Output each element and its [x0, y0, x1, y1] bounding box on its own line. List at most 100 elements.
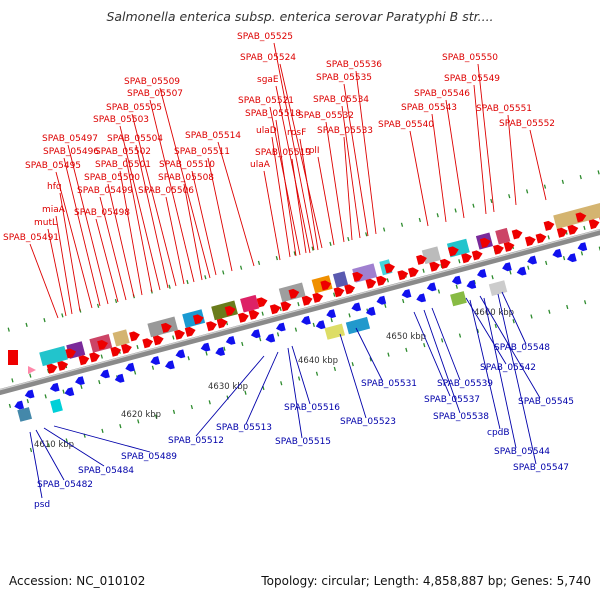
tick-mark [561, 179, 565, 184]
tick-mark [100, 354, 103, 359]
forward-gene-arrow [8, 350, 18, 365]
forward-gene-label: SPAB_05491 [3, 233, 59, 243]
tick-mark [205, 351, 208, 356]
ruler-label: 4650 kbp [386, 332, 426, 342]
forward-gene-arrow [503, 241, 515, 252]
forward-leader-line [95, 218, 119, 303]
forward-gene-arrow [408, 267, 419, 278]
forward-gene-arrow [461, 253, 472, 264]
tick-mark [151, 365, 155, 370]
tick-mark [65, 438, 68, 443]
forward-gene-labels: SPAB_05491 mutL miaA hfq SPAB_05495 SPAB_0549… [3, 32, 555, 319]
tick-mark [454, 208, 457, 213]
forward-gene-arrow [588, 219, 600, 230]
tick-mark [512, 319, 515, 324]
tick-mark [11, 378, 14, 383]
tick-mark [545, 260, 548, 266]
feature-block [332, 271, 349, 288]
feature-block [39, 345, 68, 367]
forward-leader-line [355, 70, 377, 235]
tick-mark [548, 309, 551, 314]
tick-mark [297, 302, 300, 307]
tick-mark [257, 260, 261, 266]
reverse-gene-label: cpdB [487, 428, 510, 438]
tick-mark [223, 346, 226, 351]
reverse-leader-line [339, 333, 367, 419]
reverse-gene-arrow [315, 320, 326, 330]
forward-gene-label: SPAB_05509 [124, 77, 180, 87]
forward-gene-arrow [161, 322, 172, 333]
reverse-gene-label: psd [34, 500, 50, 510]
forward-gene-label: SPAB_05525 [237, 32, 293, 42]
tick-mark [405, 347, 408, 352]
reverse-leader-line [423, 309, 461, 414]
forward-gene-label: SPAB_05505 [106, 103, 162, 113]
tick-mark [239, 265, 243, 270]
forward-gene-arrow [524, 236, 536, 247]
reverse-gene-arrow [24, 389, 35, 399]
tick-mark [61, 313, 64, 318]
tick-mark [458, 259, 461, 264]
lower-feature-block [324, 323, 345, 340]
forward-gene-label: SPAB_05535 [316, 73, 372, 83]
forward-gene-label: SPAB_05546 [414, 89, 470, 99]
forward-leader-line [273, 42, 315, 251]
tick-mark [280, 381, 283, 386]
reverse-leader-line [469, 299, 501, 430]
forward-leader-line [59, 192, 81, 312]
feature-block [182, 309, 206, 328]
forward-leader-line [99, 196, 127, 301]
forward-gene-arrow [280, 301, 292, 312]
reverse-gene-label: SPAB_05484 [78, 466, 134, 476]
reverse-gene-arrow [100, 369, 110, 379]
forward-gene-arrow [447, 246, 459, 257]
forward-gene-arrow [216, 318, 228, 329]
tick-mark [133, 370, 137, 375]
forward-leader-line [29, 243, 59, 319]
forward-gene-label: SPAB_05550 [442, 53, 498, 63]
reverse-gene-arrow [250, 329, 261, 339]
forward-gene-label: rpsF [287, 128, 306, 138]
reverse-gene-arrow [215, 347, 225, 356]
forward-gene-arrow [256, 297, 268, 308]
reverse-gene-arrow [466, 280, 477, 289]
tick-mark [187, 356, 190, 361]
reverse-gene-arrow [451, 275, 462, 285]
forward-gene-arrow [352, 271, 364, 282]
tick-mark [455, 284, 458, 289]
forward-gene-arrow [192, 314, 204, 325]
tick-mark [96, 303, 100, 308]
forward-gene-arrow [471, 250, 483, 261]
forward-gene-label: SPAB_05501 [95, 160, 151, 170]
forward-gene-label: SPAB_05503 [93, 115, 149, 125]
tick-mark [204, 275, 207, 280]
forward-gene-label: hfq [47, 182, 62, 192]
forward-leader-line [263, 170, 281, 261]
reverse-gene-label: SPAB_05531 [361, 379, 417, 389]
tick-mark [276, 332, 280, 337]
forward-leader-line [507, 114, 517, 206]
lower-feature-blocks [17, 280, 508, 422]
forward-leader-line [125, 157, 153, 293]
lower-feature-block [450, 291, 467, 307]
reverse-gene-label: SPAB_05523 [340, 417, 396, 427]
tick-mark [241, 341, 244, 347]
tick-mark [26, 399, 29, 404]
reverse-gene-label: SPAB_05539 [437, 379, 493, 389]
ruler-label: 4620 kbp [121, 410, 161, 420]
forward-gene-label: SPAB_05552 [499, 119, 555, 129]
forward-leader-line [473, 84, 487, 215]
ruler-labels: 4610 kbp 4620 kbp 4630 kbp 4640 kbp 4650 kbp… [34, 308, 514, 450]
reverse-leader-line [29, 431, 43, 499]
forward-leader-line [343, 83, 369, 237]
tick-mark [491, 275, 494, 280]
tick-mark [527, 265, 530, 270]
tick-mark [562, 256, 566, 261]
forward-gene-label: ulaA [250, 160, 271, 170]
tick-mark [476, 328, 480, 333]
reverse-arrows [14, 242, 588, 410]
tick-mark [44, 394, 47, 399]
forward-leader-line [55, 171, 93, 309]
reverse-gene-arrow [366, 306, 376, 316]
reverse-gene-arrow [265, 333, 276, 343]
